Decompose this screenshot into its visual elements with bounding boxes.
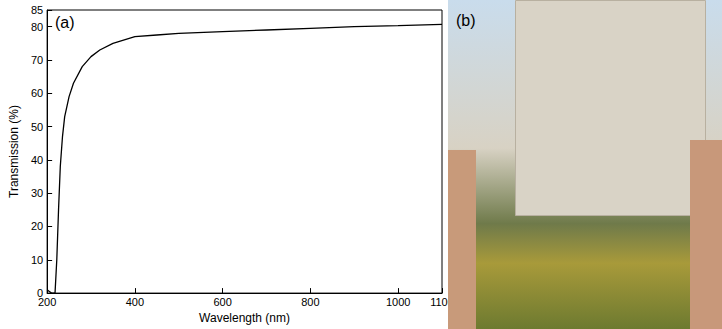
svg-text:400: 400 bbox=[126, 296, 144, 308]
svg-text:20: 20 bbox=[31, 220, 43, 232]
svg-text:0: 0 bbox=[37, 287, 44, 300]
svg-text:Transmission (%): Transmission (%) bbox=[7, 105, 21, 198]
svg-text:80: 80 bbox=[31, 21, 43, 33]
svg-text:Wavelength (nm): Wavelength (nm) bbox=[199, 311, 290, 325]
svg-text:60: 60 bbox=[31, 87, 43, 99]
svg-text:600: 600 bbox=[213, 296, 231, 308]
svg-text:200: 200 bbox=[38, 296, 56, 308]
svg-text:800: 800 bbox=[301, 296, 319, 308]
svg-text:1000: 1000 bbox=[386, 296, 410, 308]
svg-text:40: 40 bbox=[31, 154, 43, 166]
svg-text:85: 85 bbox=[31, 4, 43, 16]
svg-text:(b): (b) bbox=[456, 12, 476, 29]
svg-text:10: 10 bbox=[31, 254, 43, 266]
svg-text:70: 70 bbox=[31, 54, 43, 66]
svg-text:(a): (a) bbox=[55, 14, 75, 31]
svg-text:30: 30 bbox=[31, 187, 43, 199]
svg-text:1100: 1100 bbox=[430, 295, 454, 308]
svg-text:50: 50 bbox=[31, 121, 43, 133]
